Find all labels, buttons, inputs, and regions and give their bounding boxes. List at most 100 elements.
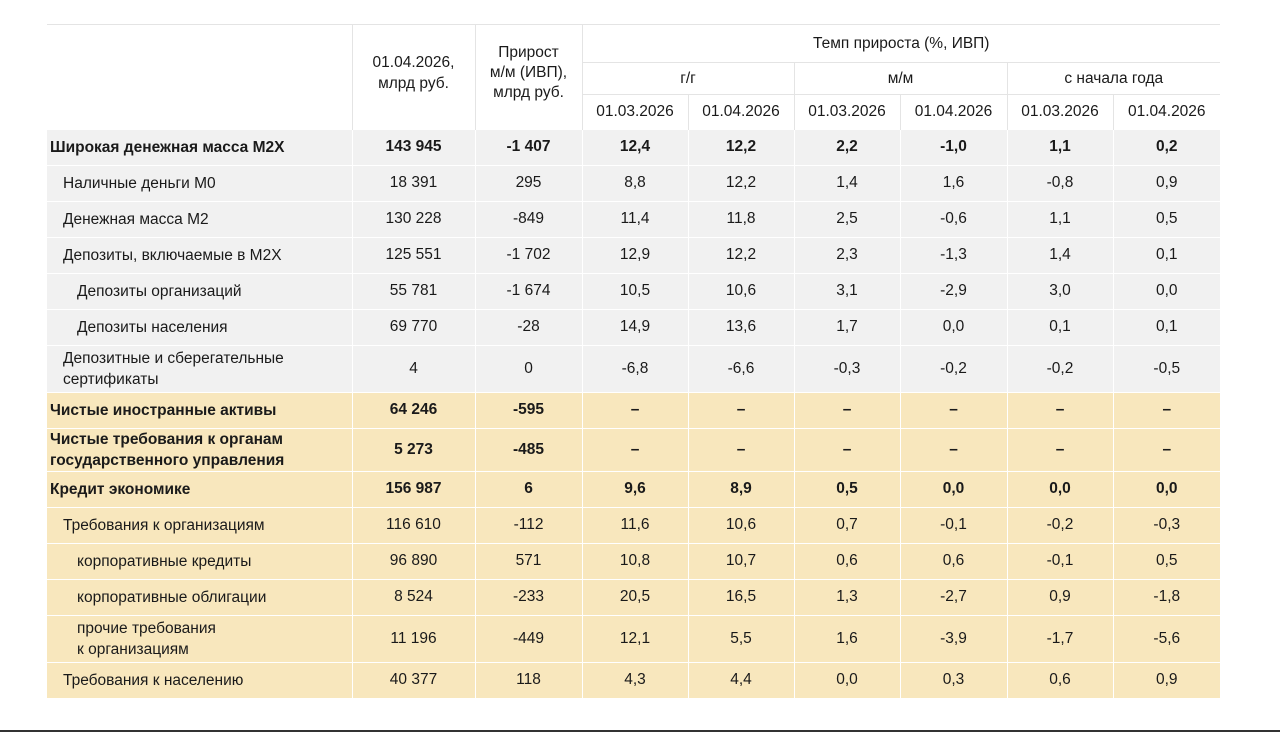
rate-cell: 1,1 xyxy=(1006,129,1113,166)
row-label: Депозиты населения xyxy=(77,318,228,336)
rate-cell: -3,9 xyxy=(899,615,1007,663)
growth-cell: -485 xyxy=(474,428,582,472)
rate-cell: 1,6 xyxy=(793,615,900,663)
row-label-cell: Наличные деньги М0 xyxy=(47,165,352,202)
header-date: 01.03.2026 xyxy=(581,94,688,130)
monetary-aggregates-table-container: 01.04.2026, млрд руб. Прирост м/м (ИВП),… xyxy=(47,24,1221,699)
rate-cell: -1,0 xyxy=(899,129,1007,166)
row-label-cell: Кредит экономике xyxy=(47,471,352,508)
rate-cell: – xyxy=(581,392,688,429)
rate-cell: 10,5 xyxy=(581,273,688,310)
row-label-cell: Депозиты, включаемые в М2Х xyxy=(47,237,352,274)
rate-cell: -6,8 xyxy=(581,345,688,393)
growth-cell: -28 xyxy=(474,309,582,346)
value-cell: 69 770 xyxy=(351,309,475,346)
rate-cell: – xyxy=(899,428,1007,472)
header-value-col: 01.04.2026, млрд руб. xyxy=(351,24,475,130)
value-cell: 116 610 xyxy=(351,507,475,544)
value-cell: 55 781 xyxy=(351,273,475,310)
table-row: Чистые требования к органам государствен… xyxy=(47,428,1221,472)
rate-cell: 0,2 xyxy=(1112,129,1221,166)
rate-cell: – xyxy=(1006,392,1113,429)
header-sub-mm: м/м xyxy=(793,62,1007,95)
header-date: 01.04.2026 xyxy=(1112,94,1221,130)
rate-cell: 0,1 xyxy=(1112,309,1221,346)
rate-cell: 3,1 xyxy=(793,273,900,310)
rate-cell: 10,8 xyxy=(581,543,688,580)
rate-cell: 0,5 xyxy=(1112,543,1221,580)
rate-cell: 1,7 xyxy=(793,309,900,346)
row-label: Депозитные и сберегательные сертификаты xyxy=(63,349,284,388)
rate-cell: -1,8 xyxy=(1112,579,1221,616)
rate-cell: -0,2 xyxy=(1006,507,1113,544)
rate-cell: -1,7 xyxy=(1006,615,1113,663)
header-date: 01.04.2026 xyxy=(687,94,794,130)
growth-cell: -1 407 xyxy=(474,129,582,166)
bottom-divider xyxy=(0,730,1280,732)
table-row: Наличные деньги М0 18 391 295 8,8 12,2 1,4 1,6… xyxy=(47,165,1221,202)
header-date: 01.03.2026 xyxy=(1006,94,1113,130)
row-label-cell: Депозитные и сберегательные сертификаты xyxy=(47,345,352,393)
rate-cell: 8,9 xyxy=(687,471,794,508)
rate-cell: 12,4 xyxy=(581,129,688,166)
growth-cell: -449 xyxy=(474,615,582,663)
table-header: 01.04.2026, млрд руб. Прирост м/м (ИВП),… xyxy=(47,24,1221,130)
growth-cell: -233 xyxy=(474,579,582,616)
rate-cell: 10,6 xyxy=(687,273,794,310)
growth-cell: -1 674 xyxy=(474,273,582,310)
rate-cell: 2,5 xyxy=(793,201,900,238)
rate-cell: 2,2 xyxy=(793,129,900,166)
rate-cell: 10,7 xyxy=(687,543,794,580)
row-label: корпоративные облигации xyxy=(77,588,267,606)
growth-cell: -112 xyxy=(474,507,582,544)
rate-cell: 0,7 xyxy=(793,507,900,544)
rate-cell: 13,6 xyxy=(687,309,794,346)
rate-cell: 0,6 xyxy=(1006,662,1113,699)
row-label: Денежная масса М2 xyxy=(63,210,209,228)
row-label-cell: Денежная масса М2 xyxy=(47,201,352,238)
row-label: Депозиты организаций xyxy=(77,282,242,300)
row-label-cell: Депозиты населения xyxy=(47,309,352,346)
rate-cell: 0,9 xyxy=(1112,165,1221,202)
row-label-cell: прочие требования к организациям xyxy=(47,615,352,663)
table-row: Кредит экономике 156 987 6 9,6 8,9 0,5 0,0 0,0 0… xyxy=(47,471,1221,508)
value-cell: 18 391 xyxy=(351,165,475,202)
value-cell: 156 987 xyxy=(351,471,475,508)
rate-cell: 11,6 xyxy=(581,507,688,544)
rate-cell: 0,0 xyxy=(1112,273,1221,310)
rate-cell: – xyxy=(581,428,688,472)
table-body: Широкая денежная масса М2Х 143 945 -1 407 1… xyxy=(47,129,1221,699)
rate-cell: 2,3 xyxy=(793,237,900,274)
row-label-cell: Депозиты организаций xyxy=(47,273,352,310)
header-sub-yy: г/г xyxy=(581,62,794,95)
value-cell: 8 524 xyxy=(351,579,475,616)
growth-cell: -595 xyxy=(474,392,582,429)
value-cell: 143 945 xyxy=(351,129,475,166)
rate-cell: 1,4 xyxy=(793,165,900,202)
rate-cell: -0,2 xyxy=(1006,345,1113,393)
row-label: Чистые иностранные активы xyxy=(50,401,277,419)
row-label: Требования к организациям xyxy=(63,516,265,534)
table-row: Депозиты организаций 55 781 -1 674 10,5 10,6… xyxy=(47,273,1221,310)
row-label-cell: Требования к населению xyxy=(47,662,352,699)
rate-cell: 0,9 xyxy=(1112,662,1221,699)
rate-cell: -0,5 xyxy=(1112,345,1221,393)
rate-cell: – xyxy=(899,392,1007,429)
rate-cell: -0,2 xyxy=(899,345,1007,393)
rate-cell: -6,6 xyxy=(687,345,794,393)
rate-cell: 16,5 xyxy=(687,579,794,616)
rate-cell: 1,6 xyxy=(899,165,1007,202)
rate-cell: – xyxy=(687,392,794,429)
table-row: Требования к населению 40 377 118 4,3 4,4 0,0… xyxy=(47,662,1221,699)
header-date: 01.04.2026 xyxy=(899,94,1007,130)
table-row: Чистые иностранные активы 64 246 -595– – – – –… xyxy=(47,392,1221,429)
table-row: Депозиты населения 69 770 -28 14,9 13,6 1,7 0,… xyxy=(47,309,1221,346)
row-label: Чистые требования к органам государствен… xyxy=(50,430,285,469)
rate-cell: 0,5 xyxy=(1112,201,1221,238)
rate-cell: 0,5 xyxy=(793,471,900,508)
value-cell: 130 228 xyxy=(351,201,475,238)
row-label: Депозиты, включаемые в М2Х xyxy=(63,246,282,264)
rate-cell: 10,6 xyxy=(687,507,794,544)
rate-cell: 4,4 xyxy=(687,662,794,699)
rate-cell: 12,2 xyxy=(687,165,794,202)
